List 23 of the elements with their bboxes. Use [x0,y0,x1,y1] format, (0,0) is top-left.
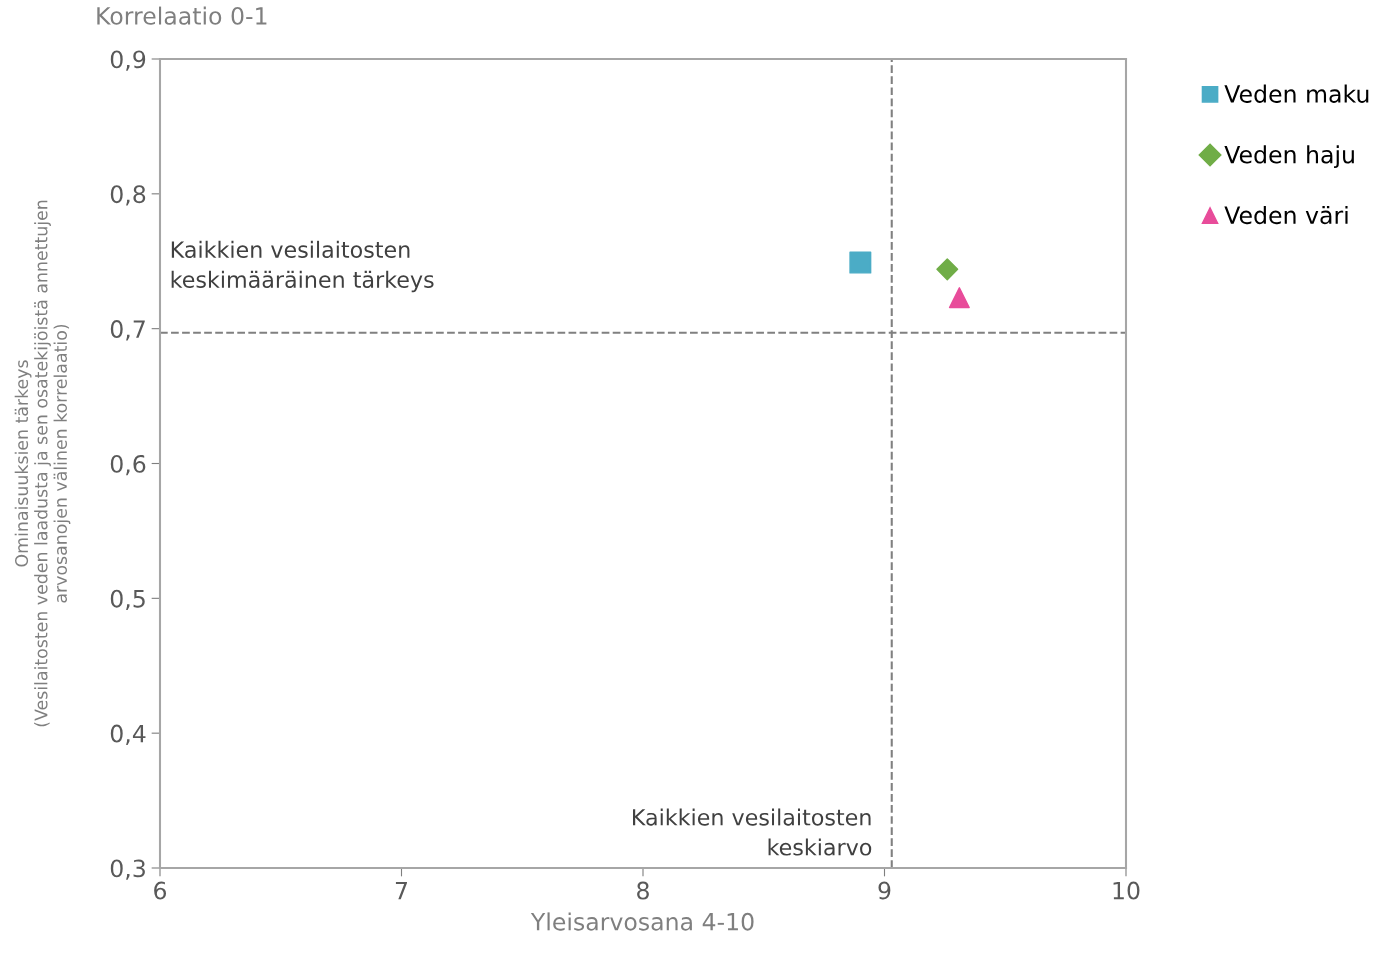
x-tick-label: 7 [395,881,407,900]
y-tick-label: 0,6 [110,454,146,476]
x-tick-label: 9 [878,881,891,900]
y-tick-label: 0,3 [110,859,145,880]
ref-line-label: Kaikkien vesilaitosten keskiarvo [633,808,872,856]
y-tick-label: 0,5 [110,589,145,611]
x-tick-label: 10 [1113,881,1140,900]
point [936,258,959,281]
y-tick-label: 0,8 [110,185,146,206]
point [948,287,970,309]
y-tick-label: 0,9 [110,50,146,71]
y-tick-label: 0,7 [110,320,145,341]
ref-line-label: Kaikkien vesilaitosten keskimääräinen tärkeys [171,240,434,293]
x-tick-label: 8 [637,881,649,900]
legend-label: Veden väri [1224,205,1348,225]
x-axis-title: Yleisarvosana 4-10 [530,912,754,931]
legend-label: Veden maku [1224,84,1369,103]
point [849,251,872,274]
legend-label: Veden haju [1224,145,1354,169]
y-axis-title: Ominaisuuksien tärkeys (Vesilaitosten veden laadusta ja sen osatekijöistä annettujen arvosanojen välinen korrelaatio) [14,200,71,727]
y-tick-label: 0,4 [110,724,146,745]
x-tick-label: 6 [154,881,167,900]
chart-title: Korrelaatio 0-1 [97,6,267,25]
